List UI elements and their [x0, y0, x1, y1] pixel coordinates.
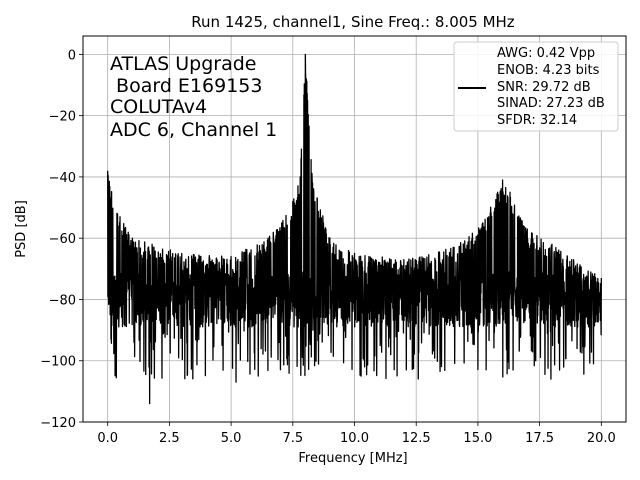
annotation-line: Board E169153: [110, 75, 262, 97]
x-tick-label: 12.5: [402, 431, 431, 446]
x-tick-label: 10.0: [340, 431, 369, 446]
legend-entry: ENOB: 4.23 bits: [497, 63, 600, 78]
x-axis-ticks: 0.0 2.5 5.0 7.5 10.0 12.5 15.0 17.5 20.0: [97, 422, 616, 446]
y-tick-label: −120: [40, 416, 76, 431]
y-axis-ticks: 0 −20 −40 −60 −80 −100 −120: [40, 48, 83, 431]
legend-entry: AWG: 0.42 Vpp: [497, 46, 595, 61]
legend-box: [453, 41, 619, 132]
x-tick-label: 17.5: [525, 431, 554, 446]
x-tick-label: 7.5: [282, 431, 303, 446]
x-tick-label: 0.0: [97, 431, 118, 446]
y-tick-label: −40: [49, 171, 76, 186]
annotation-line: ATLAS Upgrade: [110, 53, 256, 75]
psd-series-line: [107, 53, 602, 405]
y-tick-label: 0: [68, 48, 76, 63]
y-tick-label: −100: [40, 355, 76, 370]
x-tick-label: 2.5: [159, 431, 180, 446]
series-psd-trace: [107, 53, 602, 405]
annotation-line: COLUTAv4: [110, 96, 207, 118]
x-tick-label: 15.0: [463, 431, 492, 446]
legend-entry: SNR: 29.72 dB: [497, 80, 591, 95]
annotation-block: ATLAS Upgrade Board E169153 COLUTAv4 ADC…: [110, 53, 277, 141]
legend: AWG: 0.42 Vpp ENOB: 4.23 bits SNR: 29.72…: [453, 41, 619, 132]
chart-title: Run 1425, channel1, Sine Freq.: 8.005 MH…: [191, 13, 515, 31]
x-tick-label: 5.0: [221, 431, 242, 446]
legend-entry: SINAD: 27.23 dB: [497, 96, 605, 111]
legend-entry: SFDR: 32.14: [497, 113, 577, 128]
y-tick-label: −60: [49, 232, 76, 247]
y-tick-label: −80: [49, 293, 76, 308]
y-tick-label: −20: [49, 110, 76, 125]
x-tick-label: 20.0: [587, 431, 616, 446]
y-axis-label: PSD [dB]: [14, 200, 29, 258]
annotation-line: ADC 6, Channel 1: [110, 119, 277, 141]
x-axis-label: Frequency [MHz]: [298, 451, 407, 466]
